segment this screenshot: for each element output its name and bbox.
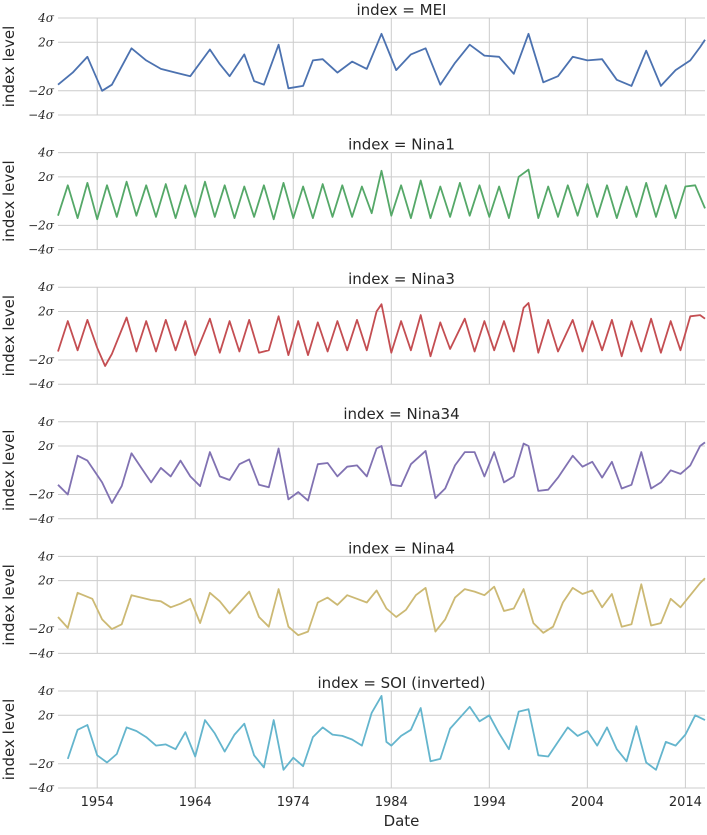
panel-title: index = MEI [357,1,447,19]
y-axis-label: index level [0,564,18,645]
series-line [66,695,706,771]
panel-title: index = Nina1 [348,136,455,154]
panel-title: index = Nina34 [343,405,459,423]
series-line [57,441,706,504]
y-tick-label: −4σ [28,781,55,795]
y-tick-label: −2σ [28,622,55,636]
panel-title: index = Nina4 [348,539,455,557]
y-tick-label: 4σ [37,415,55,429]
x-tick-label: 1954 [81,795,114,810]
y-tick-label: 4σ [37,146,55,160]
y-axis-label: index level [0,295,18,376]
x-axis-label: Date [384,812,420,830]
y-tick-label: −2σ [28,488,55,502]
x-tick-label: 1984 [375,795,408,810]
panel-title: index = SOI (inverted) [318,674,486,692]
y-tick-label: −4σ [28,377,55,391]
y-tick-label: 4σ [37,280,55,294]
y-tick-label: −4σ [28,512,55,526]
y-tick-label: 2σ [37,35,55,49]
x-tick-label: 1994 [473,795,506,810]
x-tick-label: 2014 [669,795,702,810]
series-line [57,302,706,367]
y-tick-label: 2σ [37,304,55,318]
series-line [57,32,706,92]
y-tick-label: 4σ [37,549,55,563]
y-tick-label: −2σ [28,353,55,367]
x-tick-label: 1974 [277,795,310,810]
y-tick-label: −4σ [28,108,55,122]
y-axis-label: index level [0,430,18,511]
x-tick-label: 2004 [571,795,604,810]
y-axis-label: index level [0,160,18,241]
y-tick-label: 4σ [37,684,55,698]
series-line [57,577,706,637]
panel-title: index = Nina3 [348,270,455,288]
y-tick-label: −4σ [28,243,55,257]
y-tick-label: −2σ [28,84,55,98]
y-tick-label: 2σ [37,574,55,588]
y-tick-label: 2σ [37,708,55,722]
y-tick-label: −2σ [28,218,55,232]
y-tick-label: 2σ [37,170,55,184]
series-line [57,168,706,221]
x-tick-label: 1964 [179,795,212,810]
y-tick-label: 2σ [37,439,55,453]
y-tick-label: −4σ [28,646,55,660]
y-axis-label: index level [0,26,18,107]
y-tick-label: 4σ [37,11,55,25]
y-tick-label: −2σ [28,757,55,771]
y-axis-label: index level [0,699,18,780]
